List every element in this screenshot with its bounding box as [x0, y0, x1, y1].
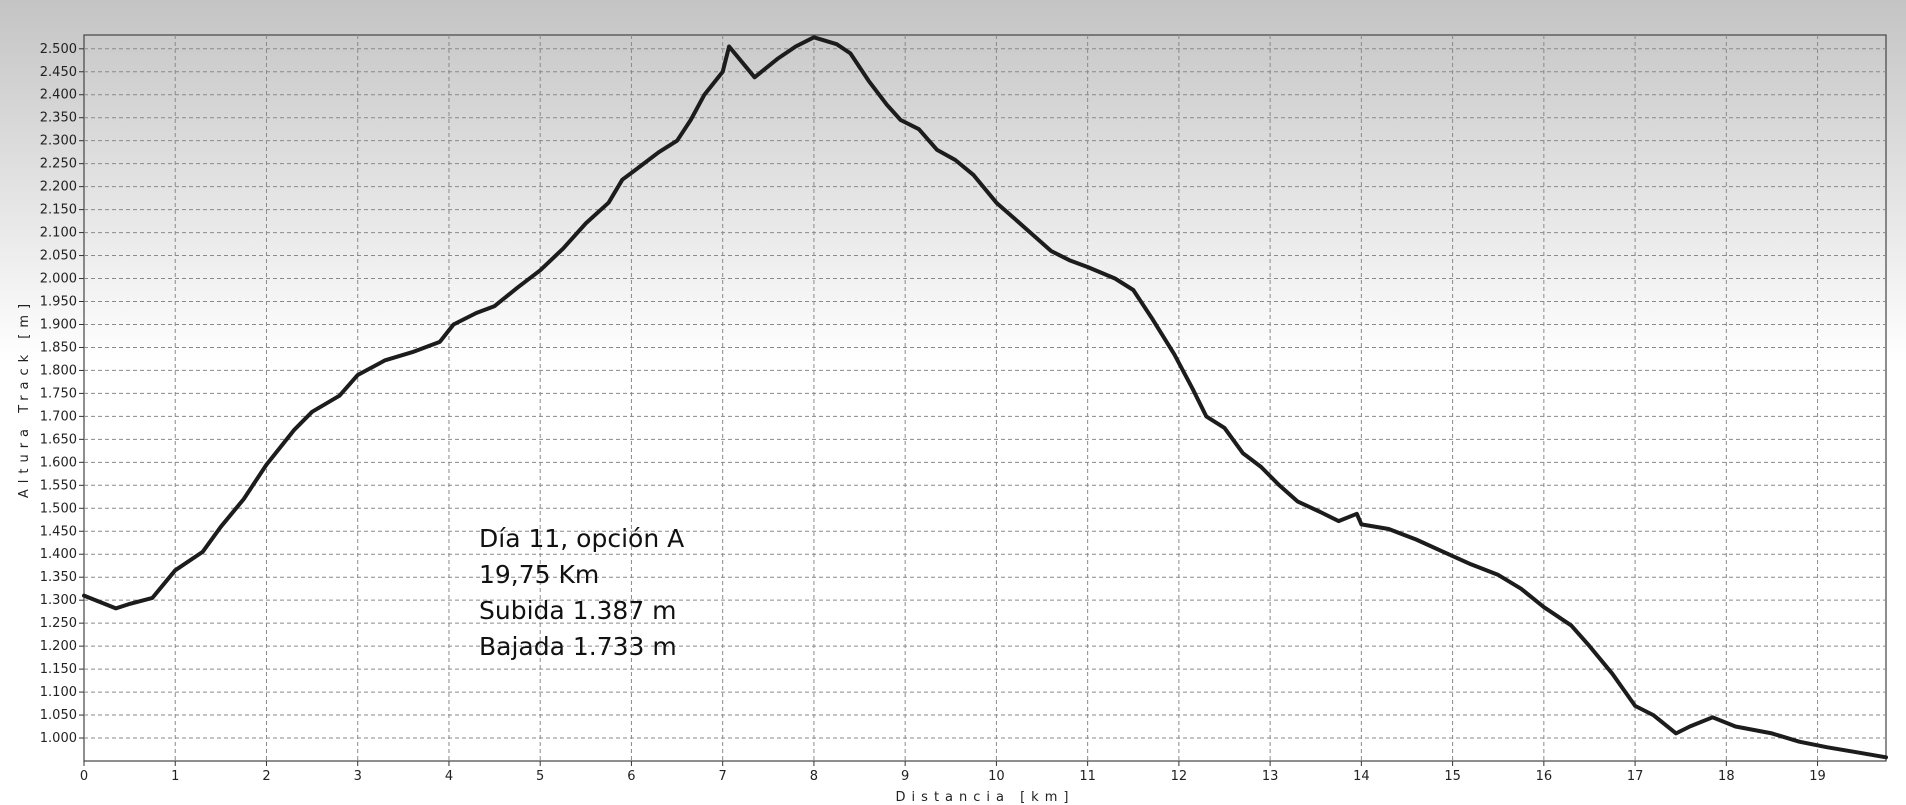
- plot-frame: [83, 34, 1887, 762]
- x-tick-label: 15: [1444, 769, 1461, 784]
- elevation-line: [82, 35, 1888, 760]
- y-tick-label: 1.900: [40, 317, 77, 332]
- route-annotation: Día 11, opción A 19,75 Km Subida 1.387 m…: [479, 524, 684, 661]
- y-tick-label: 1.100: [40, 685, 77, 700]
- x-tick-label: 8: [810, 769, 818, 784]
- x-tick-label: 0: [80, 769, 88, 784]
- x-tick-label: 6: [627, 769, 635, 784]
- y-tick-label: 1.600: [40, 455, 77, 470]
- y-tick-label: 1.450: [40, 524, 77, 539]
- x-tick-label: 1: [171, 769, 179, 784]
- y-tick-label: 2.500: [40, 42, 77, 57]
- y-tick-label: 1.700: [40, 409, 77, 424]
- plot-area: [83, 34, 1887, 762]
- x-tick-label: 7: [719, 769, 727, 784]
- y-tick-label: 2.250: [40, 157, 77, 172]
- y-tick-label: 1.000: [40, 731, 77, 746]
- y-tick-label: 1.300: [40, 593, 77, 608]
- x-tick-label: 2: [262, 769, 270, 784]
- y-tick-label: 2.400: [40, 88, 77, 103]
- x-tick-label: 12: [1171, 769, 1188, 784]
- y-tick-label: 1.800: [40, 363, 77, 378]
- y-tick-label: 1.350: [40, 570, 77, 585]
- y-tick-label: 1.950: [40, 295, 77, 310]
- annotation-line-distance: 19,75 Km: [479, 560, 599, 589]
- y-tick-label: 1.050: [40, 708, 77, 723]
- annotation-line-day: Día 11, opción A: [479, 524, 684, 553]
- y-tick-label: 1.250: [40, 616, 77, 631]
- y-tick-label: 2.050: [40, 249, 77, 264]
- y-tick-label: 2.200: [40, 180, 77, 195]
- y-tick-label: 2.150: [40, 203, 77, 218]
- y-tick-label: 1.150: [40, 662, 77, 677]
- x-tick-label: 3: [354, 769, 362, 784]
- y-tick-label: 1.400: [40, 547, 77, 562]
- x-tick-label: 9: [901, 769, 909, 784]
- y-tick-label: 1.750: [40, 386, 77, 401]
- x-tick-label: 5: [536, 769, 544, 784]
- y-tick-label: 1.500: [40, 501, 77, 516]
- series-layer: [82, 35, 1888, 760]
- x-axis-title: Distancia [km]: [896, 790, 1075, 805]
- annotation-line-ascent: Subida 1.387 m: [479, 596, 677, 625]
- annotation-line-descent: Bajada 1.733 m: [479, 632, 677, 661]
- x-tick-label: 19: [1809, 769, 1826, 784]
- x-tick-label: 13: [1262, 769, 1279, 784]
- y-tick-label: 2.100: [40, 226, 77, 241]
- y-tick-label: 2.300: [40, 134, 77, 149]
- x-tick-label: 18: [1718, 769, 1735, 784]
- y-axis-title: Altura Track [m]: [17, 298, 32, 498]
- x-tick-label: 14: [1353, 769, 1370, 784]
- y-axis-ticks: 1.000 1.050 1.100 1.150 1.200 1.250 1.300 1.350…: [40, 42, 84, 746]
- grid-lines: [84, 35, 1886, 761]
- x-tick-label: 16: [1536, 769, 1553, 784]
- y-tick-label: 2.350: [40, 111, 77, 126]
- y-tick-label: 1.850: [40, 340, 77, 355]
- x-tick-label: 4: [445, 769, 453, 784]
- y-tick-label: 1.200: [40, 639, 77, 654]
- x-tick-label: 11: [1079, 769, 1096, 784]
- x-tick-label: 10: [988, 769, 1005, 784]
- x-tick-label: 17: [1627, 769, 1644, 784]
- y-tick-label: 2.000: [40, 272, 77, 287]
- y-tick-label: 1.650: [40, 432, 77, 447]
- x-axis-ticks: 0 1 2 3 4 5 6 7 8 9 10 11 12 13 14 15 16 17 18 19: [80, 761, 1826, 784]
- y-tick-label: 2.450: [40, 65, 77, 80]
- y-tick-label: 1.550: [40, 478, 77, 493]
